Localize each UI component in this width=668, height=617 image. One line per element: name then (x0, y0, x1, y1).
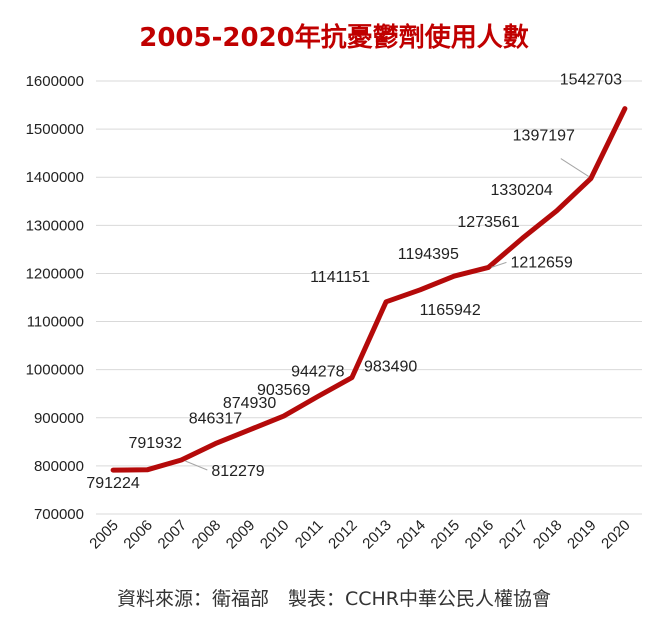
x-tick-label: 2007 (155, 517, 191, 553)
series-group (110, 106, 628, 473)
leader-line (185, 460, 208, 471)
data-label: 944278 (291, 363, 344, 380)
data-point (349, 375, 354, 380)
leader-line (491, 261, 507, 268)
x-tick-label: 2012 (325, 517, 361, 553)
x-tick-label: 2015 (428, 517, 464, 553)
data-label: 791224 (86, 475, 139, 492)
y-tick-label: 1000000 (26, 362, 84, 379)
x-tick-label: 2009 (223, 517, 259, 553)
chart-title: 2005-2020年抗憂鬱劑使用人數 (139, 22, 529, 53)
x-tick-label: 2014 (393, 517, 429, 553)
data-label: 983490 (364, 359, 417, 376)
x-tick-label: 2005 (86, 517, 122, 553)
data-point (452, 274, 457, 279)
data-point (247, 427, 252, 432)
series-line (110, 106, 628, 473)
x-tick-label: 2010 (257, 517, 293, 553)
data-point (486, 265, 491, 270)
data-label: 791932 (128, 435, 181, 452)
data-point (281, 414, 286, 419)
x-tick-label: 2018 (530, 517, 566, 553)
data-point (315, 394, 320, 399)
x-tick-label: 2011 (292, 517, 327, 552)
data-point (418, 287, 423, 292)
chart-footer: 資料來源：衛福部 製表：CCHR中華公民人權協會 (117, 588, 551, 610)
leader-line (560, 158, 590, 177)
y-axis-ticks: 700000 800000 900000 1000000 1100000 1200000 1… (26, 73, 84, 523)
data-label: 1212659 (510, 254, 572, 271)
data-label: 874930 (223, 395, 276, 412)
y-tick-label: 1100000 (27, 314, 84, 331)
data-point (145, 467, 150, 472)
y-tick-label: 1600000 (26, 73, 84, 90)
data-label: 846317 (189, 411, 242, 428)
x-tick-label: 2019 (564, 517, 600, 553)
x-tick-label: 2006 (120, 517, 156, 553)
y-tick-label: 1400000 (26, 169, 84, 186)
data-point (588, 176, 593, 181)
data-label: 1273561 (457, 214, 519, 231)
x-tick-label: 2013 (359, 517, 395, 553)
data-label: 1330204 (491, 182, 553, 199)
data-label: 1165942 (420, 302, 481, 319)
gridlines (96, 80, 642, 515)
y-tick-label: 900000 (34, 410, 84, 427)
y-tick-label: 1500000 (26, 121, 84, 138)
data-label: 1194395 (398, 246, 459, 263)
y-tick-label: 1300000 (26, 217, 84, 234)
data-label: 812279 (211, 463, 264, 480)
x-tick-label: 2017 (496, 517, 532, 553)
data-label: 1141151 (310, 269, 370, 286)
data-point (520, 236, 525, 241)
data-point (179, 457, 184, 462)
data-label: 1542703 (560, 72, 622, 89)
data-point (213, 441, 218, 446)
data-point (111, 468, 116, 473)
data-point (622, 106, 627, 111)
y-tick-label: 800000 (34, 458, 84, 475)
x-tick-label: 2016 (462, 517, 498, 553)
y-tick-label: 700000 (34, 506, 84, 523)
x-tick-label: 2020 (598, 517, 634, 553)
data-label: 1397197 (513, 128, 575, 145)
x-tick-label: 2008 (189, 517, 225, 553)
data-point (384, 299, 389, 304)
data-label: 903569 (257, 382, 310, 399)
data-point (554, 208, 559, 213)
y-tick-label: 1200000 (26, 265, 84, 282)
